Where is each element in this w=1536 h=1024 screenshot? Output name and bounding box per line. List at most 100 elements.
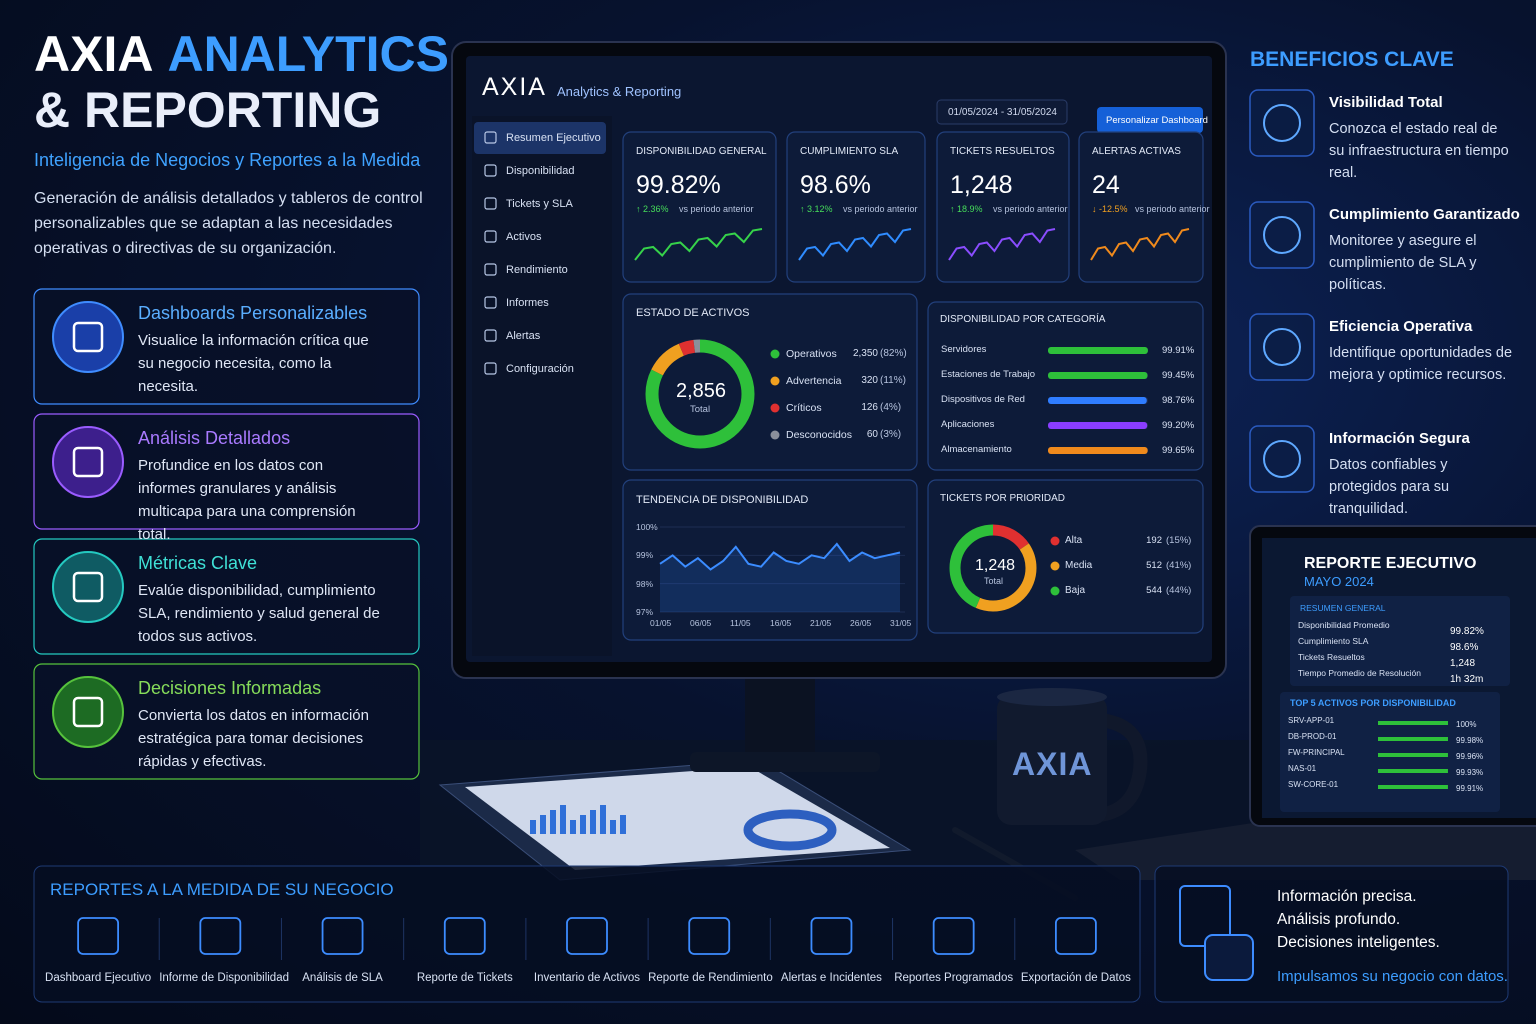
legend-dot (770, 430, 780, 440)
tagline-line: Decisiones inteligentes. (1277, 934, 1440, 951)
monitor-base (690, 752, 880, 772)
legend-value: 126 (861, 402, 878, 413)
tablet-bar (530, 820, 536, 834)
dashboard-brand: AXIA (482, 73, 547, 101)
legend-value: 544 (1146, 585, 1162, 596)
nav-icon (484, 263, 497, 276)
date-range: 01/05/2024 - 31/05/2024 (948, 107, 1057, 118)
legend-label: Baja (1065, 585, 1086, 596)
kpi-sparkline (1090, 228, 1190, 261)
customize-button-label[interactable]: Personalizar Dashboard (1106, 115, 1208, 126)
tickets-card (927, 479, 1204, 634)
category-bar (1048, 422, 1148, 429)
summary-value: 98.6% (1450, 642, 1479, 653)
customize-button[interactable] (1097, 107, 1203, 133)
feature-title: Métricas Clave (138, 553, 258, 573)
trend-title: TENDENCIA DE DISPONIBILIDAD (636, 494, 809, 506)
report-item[interactable]: Reportes Programados (894, 972, 1014, 984)
top-asset-value: 99.91% (1456, 784, 1484, 793)
benefit-icon (1249, 313, 1315, 381)
mug (997, 695, 1107, 825)
assets-total: 2,856 (676, 380, 727, 402)
kpi-card (786, 131, 926, 283)
kpi-value: 1,248 (950, 171, 1013, 199)
benefit-icon (1249, 201, 1315, 269)
nav-icon (484, 329, 497, 342)
nav-icon (484, 164, 497, 177)
feature-card (33, 413, 420, 530)
legend-dot (770, 349, 780, 359)
report-item[interactable]: Inventario de Activos (533, 972, 641, 984)
report-item[interactable]: Informe de Disponibilidad (159, 972, 289, 984)
summary-label: Tiempo Promedio de Resolución (1298, 668, 1421, 678)
summary-label: Disponibilidad Promedio (1298, 620, 1390, 630)
x-tick-label: 11/05 (730, 618, 751, 628)
top-asset-name: FW-PRINCIPAL (1288, 748, 1345, 757)
kpi-value: 98.6% (800, 171, 871, 199)
nav-item[interactable]: Activos (506, 231, 542, 243)
report-icon (688, 917, 731, 955)
kpi-note: vs periodo anterior (679, 204, 754, 214)
nav-item[interactable]: Informes (506, 297, 549, 309)
description: Generación de análisis detallados y tabl… (34, 190, 423, 257)
subtitle: Inteligencia de Negocios y Reportes a la… (34, 150, 421, 170)
y-tick-label: 100% (636, 522, 658, 532)
tickets-segment (949, 524, 1037, 612)
kpi-title: DISPONIBILIDAD GENERAL (636, 146, 767, 157)
tablet-donut (743, 809, 837, 851)
legend-percent: (4%) (880, 402, 902, 413)
feature-icon (52, 301, 124, 373)
feature-card (33, 663, 420, 780)
kpi-note: vs periodo anterior (993, 204, 1068, 214)
nav-icon (484, 362, 497, 375)
legend-percent: (3%) (880, 429, 902, 440)
kpi-note: vs periodo anterior (843, 204, 918, 214)
report-icon (443, 917, 486, 955)
kpi-sparkline (948, 228, 1056, 261)
report-item[interactable]: Dashboard Ejecutivo (45, 972, 152, 984)
benefit-title: Eficiencia Operativa (1329, 318, 1473, 335)
report-icon (932, 917, 975, 955)
report-item[interactable]: Análisis de SLA (302, 972, 383, 984)
feature-title: Análisis Detallados (138, 428, 291, 448)
nav-item[interactable]: Alertas (506, 330, 541, 342)
summary-label: Cumplimiento SLA (1298, 636, 1369, 646)
laptop-summary-title: RESUMEN GENERAL (1300, 603, 1386, 613)
legend-value: 60 (866, 429, 878, 440)
feature-card (33, 288, 420, 405)
nav-item[interactable]: Resumen Ejecutivo (506, 132, 601, 144)
legend-label: Alta (1065, 535, 1083, 546)
nav-item[interactable]: Tickets y SLA (506, 198, 573, 210)
kpi-note: vs periodo anterior (1135, 204, 1210, 214)
category-bar (1048, 347, 1148, 354)
tablet-bar (600, 805, 606, 834)
category-value: 99.65% (1162, 445, 1195, 456)
nav-item[interactable]: Configuración (506, 363, 574, 375)
report-icon (566, 917, 608, 955)
kpi-card (936, 131, 1070, 283)
trend-line (659, 542, 901, 571)
legend-dot (1050, 561, 1060, 571)
legend-label: Críticos (786, 402, 822, 414)
assets-card (622, 293, 918, 471)
top-asset-bar (1378, 769, 1448, 773)
benefit-icon-glyph (1263, 216, 1301, 254)
nav-item[interactable]: Rendimiento (506, 264, 568, 276)
report-item[interactable]: Reporte de Rendimiento (648, 972, 773, 984)
report-item[interactable]: Alertas e Incidentes (780, 972, 882, 984)
report-item[interactable]: Reporte de Tickets (416, 972, 513, 984)
benefit-title: Visibilidad Total (1329, 94, 1443, 111)
legend-percent: (41%) (1166, 560, 1192, 571)
legend-dot (770, 376, 780, 386)
summary-value: 1h 32m (1450, 674, 1484, 685)
nav-icon (484, 131, 497, 144)
legend-label: Operativos (786, 348, 837, 360)
report-item[interactable]: Exportación de Datos (1020, 972, 1131, 984)
feature-text: Evalúe disponibilidad, cumplimiento SLA,… (138, 582, 380, 645)
report-icon (1054, 917, 1097, 955)
nav-item[interactable]: Disponibilidad (506, 165, 575, 177)
legend-label: Advertencia (786, 375, 842, 387)
nav-icon (484, 197, 497, 210)
dashboard-product: Analytics & Reporting (557, 84, 682, 99)
